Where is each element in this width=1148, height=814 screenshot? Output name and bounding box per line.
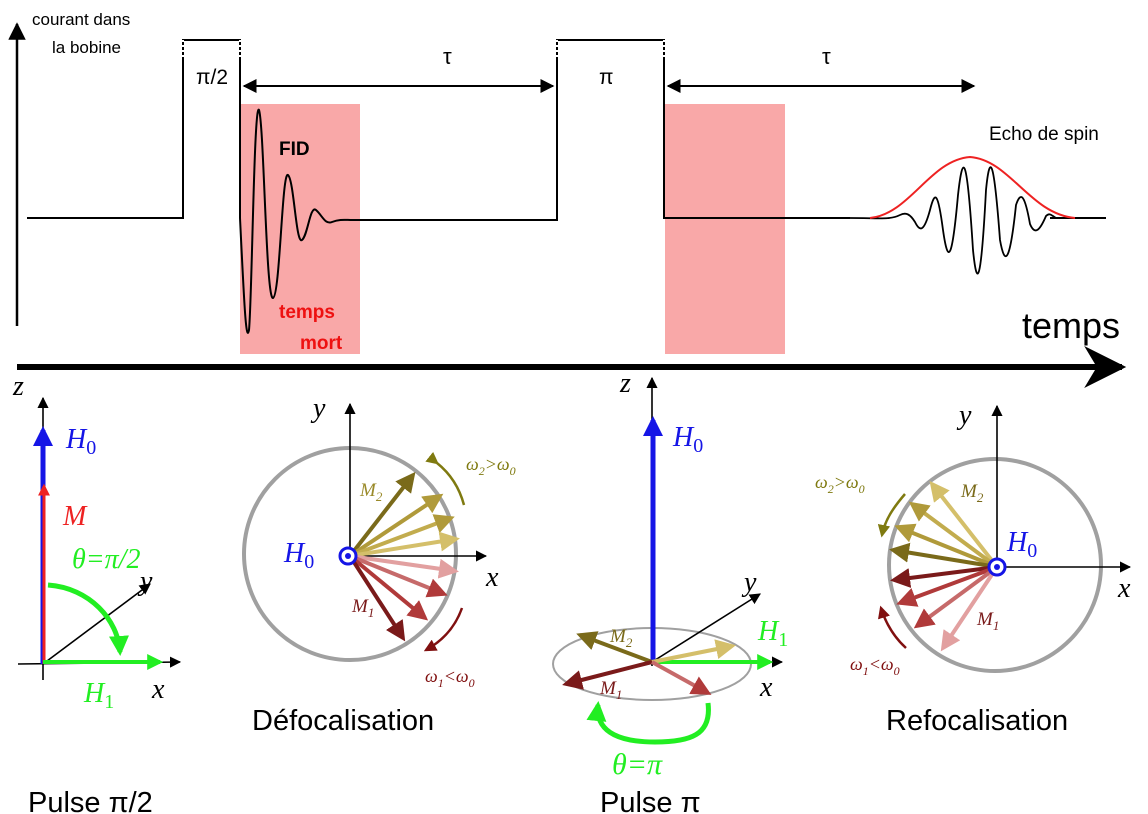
caption-defocus: Défocalisation <box>252 705 434 737</box>
theta-rotation-arrow <box>586 701 711 745</box>
h0-dot <box>994 564 1000 570</box>
dead-time-region-1 <box>240 104 360 354</box>
echo-label: Echo de spin <box>989 124 1099 145</box>
m2-label: M2 <box>609 626 633 650</box>
y-label: y <box>741 567 757 598</box>
m2-vector-dark <box>348 471 416 558</box>
m1-vector-dark <box>890 565 998 588</box>
h1-label: H1 <box>83 678 114 713</box>
pulse-half-label: π/2 <box>196 66 228 89</box>
h0-label: H0 <box>65 424 96 459</box>
theta-label: θ=π <box>612 748 663 781</box>
w1-label: ω1<ω0 <box>850 654 900 678</box>
y-label: y <box>956 400 972 431</box>
dead-time-label-line1: temps <box>279 302 335 323</box>
m2-vector-dark <box>576 631 653 664</box>
m1-vector-light <box>940 565 999 652</box>
m1-vector-light <box>349 554 459 579</box>
m2-vector-mid-2 <box>349 514 455 558</box>
panel-refocus: y x M2 M1 H0 ω2>ω0 ω1<ω0 Refocalisation <box>815 400 1132 737</box>
y-label: y <box>137 566 153 597</box>
coil-current-label-line2: la bobine <box>52 38 121 57</box>
w2-label: ω2>ω0 <box>815 472 865 496</box>
w2-label: ω2>ω0 <box>466 454 516 478</box>
caption-refocus: Refocalisation <box>886 705 1068 737</box>
m1-label: M1 <box>976 609 999 633</box>
x-label: x <box>1117 573 1131 604</box>
m1-vector-mid-2 <box>348 554 429 621</box>
x-label: x <box>485 562 499 593</box>
z-label: z <box>619 368 631 399</box>
m1-vector-mid-1 <box>349 554 448 598</box>
m-label: M <box>62 501 88 532</box>
w1-rotation-arrow <box>423 607 464 652</box>
m2-vector-light <box>929 480 999 569</box>
m2-vector-light <box>349 531 460 558</box>
m1-vector-mid <box>651 660 712 695</box>
m1-vector-mid-2 <box>913 565 999 629</box>
w1-label: ω1<ω0 <box>425 666 475 690</box>
coil-current-label-line1: courant dans <box>32 10 130 29</box>
y-label: y <box>310 393 326 424</box>
panel-defocus: y x M2 M1 H0 ω2>ω0 ω1<ω0 Défocalisation <box>242 393 516 737</box>
pulse-sequence-line-2 <box>350 39 850 221</box>
dead-time-label-line2: mort <box>300 333 343 354</box>
z-label: z <box>12 371 24 402</box>
m1-vector-mid-1 <box>896 565 998 607</box>
timeline-section: courant dans la bobine π/2 π τ τ FID tem… <box>8 10 1127 388</box>
xy-plane-circle <box>887 457 1103 673</box>
y-axis <box>42 583 151 665</box>
m2-label: M2 <box>960 481 984 505</box>
x-label: x <box>759 672 773 703</box>
pulse-pi-label: π <box>599 66 614 89</box>
time-axis-label: temps <box>1022 305 1120 346</box>
caption-pulse-half: Pulse π/2 <box>28 787 153 814</box>
w2-rotation-arrow <box>877 493 906 538</box>
m2-vector-dark <box>889 542 998 569</box>
h0-dot <box>345 553 351 559</box>
m2-vector-mid-1 <box>348 493 444 558</box>
y-axis <box>651 593 761 663</box>
tau-label-1: τ <box>443 44 452 69</box>
h0-label: H0 <box>672 422 703 457</box>
theta-rotation-arrow <box>47 582 129 656</box>
tau-label-2: τ <box>822 44 831 69</box>
theta-label: θ=π/2 <box>72 544 140 575</box>
m2-vector-light <box>651 639 736 664</box>
echo-envelope <box>869 155 1076 219</box>
m1-label: M1 <box>351 596 374 620</box>
h1-label: H1 <box>757 616 788 651</box>
m1-vector-dark <box>348 554 406 642</box>
echo-signal <box>849 166 1057 275</box>
panel-pulse-half: z x y H0 M θ=π/2 H1 Pulse π/2 <box>12 371 182 814</box>
h0-label: H0 <box>283 538 314 573</box>
x-label: x <box>151 674 165 705</box>
fid-label: FID <box>279 139 310 160</box>
fid-signal <box>239 108 353 334</box>
h0-label: H0 <box>1006 527 1037 562</box>
m2-vector-mid-1 <box>908 501 999 569</box>
dead-time-region-2 <box>665 104 785 354</box>
m1-label: M1 <box>599 678 622 702</box>
w2-rotation-arrow <box>425 451 466 506</box>
panel-pulse-pi: z y x H0 H1 M2 M1 θ=π Pulse π <box>552 368 788 814</box>
caption-pulse-pi: Pulse π <box>600 787 701 814</box>
m1-vector-dark <box>562 660 653 690</box>
m2-vector-mid-2 <box>894 523 998 569</box>
w1-rotation-arrow <box>878 605 907 649</box>
m2-label: M2 <box>359 480 383 504</box>
